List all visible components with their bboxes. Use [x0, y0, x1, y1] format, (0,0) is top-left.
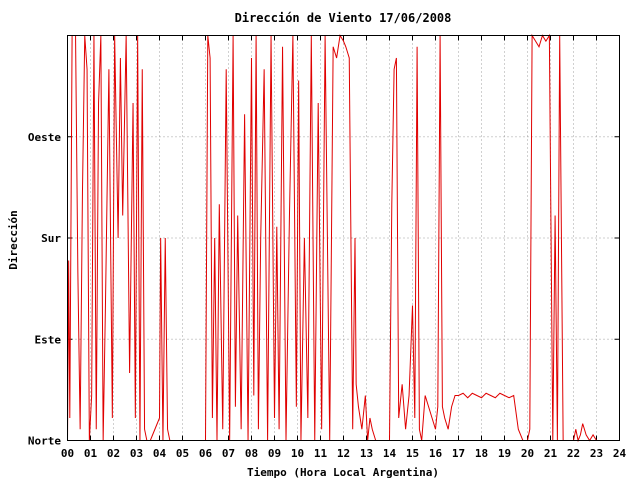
grid-lines: [67, 35, 620, 441]
y-axis-label: Dirección: [7, 210, 20, 270]
x-tick-label: 22: [567, 447, 580, 460]
series-line: [67, 33, 597, 443]
x-tick-label: 16: [429, 447, 443, 460]
chart-title: Dirección de Viento 17/06/2008: [235, 11, 452, 25]
x-tick-label: 18: [475, 447, 488, 460]
x-tick-label: 00: [61, 447, 74, 460]
tick-labels: 00 01 02 03 04 05 06 07 08 09 10 11 12 13 14 15 16 17 18 19…: [28, 131, 627, 460]
y-tick-label: Este: [35, 333, 62, 346]
x-tick-label: 02: [107, 447, 120, 460]
axis-ticks: [67, 35, 620, 441]
x-tick-label: 04: [153, 447, 167, 460]
y-tick-label: Oeste: [28, 131, 61, 144]
x-tick-label: 06: [199, 447, 213, 460]
x-tick-label: 23: [590, 447, 603, 460]
x-tick-label: 08: [245, 447, 258, 460]
x-tick-label: 03: [130, 447, 143, 460]
x-tick-label: 09: [268, 447, 281, 460]
x-tick-label: 10: [291, 447, 304, 460]
x-tick-label: 20: [521, 447, 534, 460]
series-layer: [67, 33, 597, 443]
x-tick-label: 12: [337, 447, 350, 460]
x-tick-label: 11: [314, 447, 328, 460]
x-tick-label: 13: [360, 447, 373, 460]
y-tick-label: Norte: [28, 435, 61, 448]
x-tick-label: 14: [383, 447, 397, 460]
x-tick-label: 24: [613, 447, 627, 460]
x-tick-label: 05: [176, 447, 189, 460]
plot-frame: [67, 35, 620, 441]
x-tick-label: 19: [498, 447, 511, 460]
x-tick-label: 07: [222, 447, 235, 460]
x-tick-label: 17: [452, 447, 465, 460]
x-axis-label: Tiempo (Hora Local Argentina): [247, 466, 439, 479]
y-tick-label: Sur: [41, 232, 61, 245]
x-tick-label: 15: [406, 447, 419, 460]
x-tick-label: 21: [544, 447, 558, 460]
x-tick-label: 01: [84, 447, 98, 460]
